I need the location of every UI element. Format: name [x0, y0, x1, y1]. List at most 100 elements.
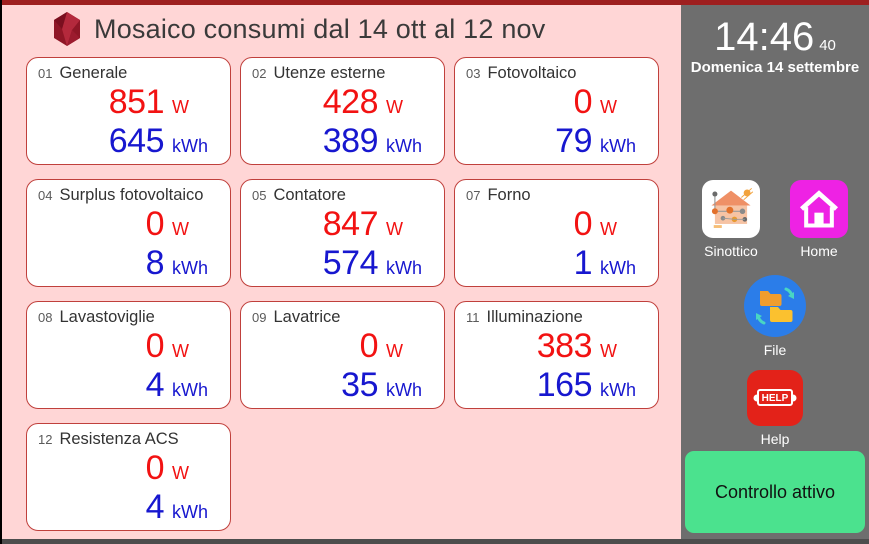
energy-unit: kWh: [172, 502, 208, 522]
energy-unit: kWh: [172, 258, 208, 278]
file-button[interactable]: File: [744, 275, 806, 358]
card-name: Illuminazione: [486, 308, 583, 326]
power-unit: W: [386, 219, 403, 239]
help-sign-text: HELP: [762, 393, 789, 404]
file-icon: [744, 275, 806, 337]
card-title: 01 Generale: [38, 64, 218, 83]
card-title: 05 Contatore: [252, 186, 432, 205]
power-unit: W: [600, 219, 617, 239]
sidebar: 14:46 40 Domenica 14 settembre: [681, 5, 869, 539]
card-number: 09: [252, 310, 267, 325]
power-value: 0: [145, 449, 165, 487]
card-title: 12 Resistenza ACS: [38, 430, 218, 449]
sinottico-label: Sinottico: [704, 243, 758, 259]
power-value: 847: [322, 205, 379, 243]
energy-value: 645: [108, 122, 165, 160]
header: Mosaico consumi dal 14 ott al 12 nov: [2, 5, 681, 53]
card-name: Lavatrice: [273, 308, 341, 326]
card-name: Resistenza ACS: [59, 430, 179, 448]
help-button[interactable]: HELP Help: [747, 370, 803, 447]
bottom-bar: [2, 539, 869, 544]
card-number: 12: [38, 432, 53, 447]
card-title: 09 Lavatrice: [252, 308, 432, 327]
power-value: 851: [108, 83, 165, 121]
energy-unit: kWh: [386, 258, 422, 278]
card-name: Contatore: [273, 186, 346, 204]
power-value: 0: [573, 83, 593, 121]
card-number: 01: [38, 66, 53, 81]
energy-value: 4: [145, 366, 165, 404]
clock-seconds: 40: [819, 37, 836, 54]
card-number: 08: [38, 310, 53, 325]
card-number: 11: [466, 310, 480, 325]
card-number: 07: [466, 188, 481, 203]
energy-unit: kWh: [386, 380, 422, 400]
clock-date: Domenica 14 settembre: [690, 59, 860, 76]
card-number: 04: [38, 188, 53, 203]
power-unit: W: [386, 97, 403, 117]
card-title: 04 Surplus fotovoltaico: [38, 186, 218, 205]
logo-gem-icon: [54, 12, 80, 46]
apps-row: Sinottico Home: [702, 180, 848, 259]
power-value: 0: [145, 205, 165, 243]
controllo-attivo-button[interactable]: Controllo attivo: [685, 451, 865, 533]
card-name: Fotovoltaico: [487, 64, 577, 82]
sinottico-button[interactable]: Sinottico: [702, 180, 760, 259]
card-illuminazione[interactable]: 11 Illuminazione 383 W 165 kWh: [454, 301, 659, 409]
home-icon: [790, 180, 848, 238]
energy-unit: kWh: [600, 380, 636, 400]
energy-value: 4: [145, 488, 165, 526]
energy-unit: kWh: [600, 136, 636, 156]
file-label: File: [763, 342, 787, 358]
sinottico-icon: [702, 180, 760, 238]
energy-value: 8: [145, 244, 165, 282]
power-unit: W: [172, 341, 189, 361]
power-value: 428: [322, 83, 379, 121]
card-utenze-esterne[interactable]: 02 Utenze esterne 428 W 389 kWh: [240, 57, 445, 165]
card-name: Generale: [59, 64, 128, 82]
card-generale[interactable]: 01 Generale 851 W 645 kWh: [26, 57, 231, 165]
power-unit: W: [172, 97, 189, 117]
power-value: 0: [145, 327, 165, 365]
energy-value: 79: [555, 122, 592, 160]
power-value: 0: [359, 327, 379, 365]
power-value: 0: [573, 205, 593, 243]
power-value: 383: [536, 327, 593, 365]
card-name: Utenze esterne: [273, 64, 386, 82]
home-button[interactable]: Home: [790, 180, 848, 259]
help-label: Help: [760, 431, 790, 447]
card-number: 02: [252, 66, 267, 81]
energy-value: 165: [536, 366, 593, 404]
energy-unit: kWh: [172, 136, 208, 156]
cards-grid: 01 Generale 851 W 645 kWh 02 Utenze estern…: [2, 53, 681, 531]
energy-value: 1: [573, 244, 593, 282]
card-number: 05: [252, 188, 267, 203]
card-name: Forno: [487, 186, 531, 204]
card-title: 07 Forno: [466, 186, 646, 205]
power-unit: W: [386, 341, 403, 361]
card-title: 03 Fotovoltaico: [466, 64, 646, 83]
clock: 14:46 40: [714, 9, 836, 57]
card-name: Surplus fotovoltaico: [59, 186, 204, 204]
home-label: Home: [800, 243, 838, 259]
card-contatore[interactable]: 05 Contatore 847 W 574 kWh: [240, 179, 445, 287]
energy-value: 574: [322, 244, 379, 282]
card-number: 03: [466, 66, 481, 81]
power-unit: W: [600, 341, 617, 361]
card-title: 02 Utenze esterne: [252, 64, 432, 83]
clock-time: 14:46: [714, 15, 815, 59]
page-title: Mosaico consumi dal 14 ott al 12 nov: [94, 13, 546, 44]
energy-value: 35: [341, 366, 378, 404]
power-unit: W: [172, 219, 189, 239]
energy-unit: kWh: [172, 380, 208, 400]
card-title: 08 Lavastoviglie: [38, 308, 218, 327]
energy-value: 389: [322, 122, 379, 160]
power-unit: W: [600, 97, 617, 117]
